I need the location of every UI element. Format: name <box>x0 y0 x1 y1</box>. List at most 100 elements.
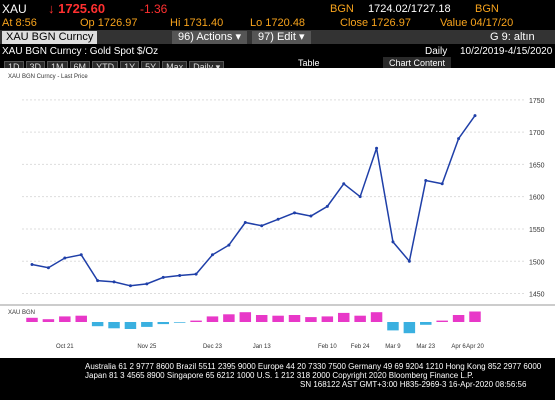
time: At 8:56 <box>2 17 37 29</box>
price-point <box>79 253 83 257</box>
x-tick-label: Dec 23 <box>203 344 223 350</box>
oscillator-bar <box>223 314 235 322</box>
price-point <box>424 179 428 183</box>
price-point <box>178 273 182 277</box>
price-point <box>194 272 198 276</box>
oscillator-bar <box>157 322 170 325</box>
footer-line: Australia 61 2 9777 8600 Brazil 5511 239… <box>85 362 542 371</box>
security[interactable]: XAU BGN Curncy <box>2 31 98 44</box>
price-point <box>473 114 477 118</box>
y-tick-label: 1750 <box>529 98 545 105</box>
price-point <box>260 224 264 228</box>
value-date: Value 04/17/20 <box>440 17 514 29</box>
oscillator-bar <box>420 322 432 325</box>
price-point <box>293 211 297 215</box>
price-point <box>210 253 214 257</box>
change: -1.36 <box>140 2 168 16</box>
oscillator-bar <box>124 322 137 329</box>
last-price: ↓ 1725.60 <box>48 1 106 16</box>
price-point <box>128 284 132 288</box>
period: Daily <box>425 46 448 57</box>
oscillator-bar <box>436 320 448 322</box>
table-button[interactable]: Table <box>298 58 320 68</box>
y-tick-label: 1600 <box>529 195 545 202</box>
oscillator-bar <box>59 316 71 322</box>
oscillator-bar <box>288 315 301 322</box>
oscillator-bar <box>75 315 87 322</box>
oscillator-bar <box>452 315 465 322</box>
x-tick-label: Mar 23 <box>416 344 435 350</box>
price-point <box>375 146 379 150</box>
price-point <box>30 262 34 266</box>
open: Op 1726.97 <box>80 17 138 29</box>
chart: 1450 1500 1550 1600 1650 1700 1750 XAU BGN Curn… <box>0 68 555 358</box>
y-tick-label: 1550 <box>529 227 545 234</box>
oscillator-bar <box>173 322 186 323</box>
oscillator-bar <box>387 322 399 331</box>
x-tick-label: Apr 6 <box>451 344 466 350</box>
chart-content-button[interactable]: Chart Content <box>383 57 452 70</box>
y-tick-label: 1700 <box>529 130 545 137</box>
ticker: XAU <box>2 2 27 16</box>
price-point <box>342 182 346 186</box>
edit-menu[interactable]: 97) Edit ▾ <box>252 31 311 44</box>
oscillator-bar <box>469 311 481 322</box>
y-tick-label: 1450 <box>529 292 545 299</box>
oscillator-bar <box>321 316 334 322</box>
low: Lo 1720.48 <box>250 17 306 29</box>
security-name: XAU BGN Curncy : Gold Spot $/Oz <box>2 46 159 57</box>
bid-ask: 1724.02/1727.18 <box>368 3 451 15</box>
source: BGN <box>330 3 354 15</box>
source: BGN <box>475 3 499 15</box>
y-tick-label: 1650 <box>529 162 545 169</box>
oscillator-bar <box>354 315 366 322</box>
oscillator-bar <box>206 316 219 322</box>
oscillator-bar <box>370 312 383 322</box>
oscillator-bar <box>403 322 416 334</box>
price-point <box>457 137 461 141</box>
oscillator-bar <box>42 319 55 322</box>
x-tick-label: Feb 24 <box>351 344 370 350</box>
oscillator-bar <box>26 317 38 322</box>
price-point <box>325 204 329 208</box>
lower-legend: XAU BGN <box>8 310 35 316</box>
price-point <box>46 266 50 270</box>
price-point <box>309 214 313 218</box>
price-line <box>31 115 476 287</box>
x-tick-label: Oct 21 <box>56 344 74 350</box>
footer-line: Japan 81 3 4565 8900 Singapore 65 6212 1… <box>85 371 474 380</box>
plot-background <box>0 68 555 358</box>
price-point <box>391 240 395 244</box>
oscillator-bar <box>272 315 284 322</box>
x-tick-label: Feb 10 <box>318 344 337 350</box>
oscillator-bar <box>190 320 202 322</box>
price-point <box>63 256 67 260</box>
x-tick-label: Jan 13 <box>253 344 272 350</box>
price-point <box>440 182 444 186</box>
price-point <box>112 280 116 284</box>
price-point <box>276 217 280 221</box>
x-tick-label: Nov 25 <box>137 344 157 350</box>
oscillator-bar <box>305 317 317 322</box>
price-point <box>161 275 165 279</box>
actions-menu[interactable]: 96) Actions ▾ <box>172 31 247 44</box>
legend: XAU BGN Curncy - Last Price <box>8 74 88 80</box>
price-point <box>407 259 411 263</box>
price-point <box>358 195 362 199</box>
x-tick-label: Apr 20 <box>466 344 484 350</box>
oscillator-bar <box>239 312 252 322</box>
price-point <box>96 279 100 283</box>
price-point <box>145 282 149 286</box>
oscillator-bar <box>141 322 153 327</box>
footer-line: SN 168122 AST GMT+3:00 H835-2969-3 16-Ap… <box>300 380 527 389</box>
oscillator-bar <box>337 312 350 322</box>
oscillator-bar <box>108 322 120 329</box>
oscillator-bar <box>255 315 268 322</box>
close: Close 1726.97 <box>340 17 411 29</box>
oscillator-bar <box>91 322 104 327</box>
date-range: 10/2/2019-4/15/2020 <box>460 46 553 57</box>
y-tick-label: 1500 <box>529 259 545 266</box>
price-point <box>227 243 231 247</box>
x-tick-label: Mar 9 <box>385 344 401 350</box>
